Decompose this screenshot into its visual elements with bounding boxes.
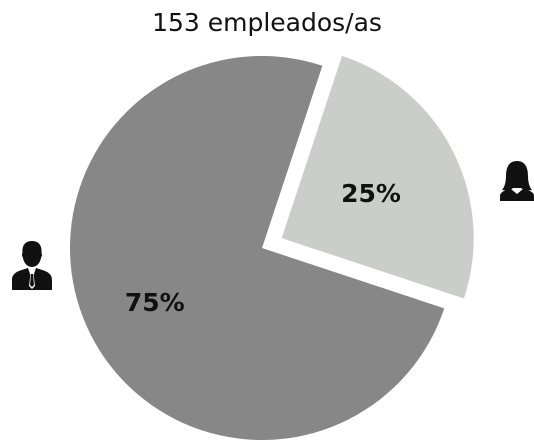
man-icon: [12, 241, 52, 290]
pie-slice-75: [70, 56, 445, 441]
pie-slice-25: [281, 55, 474, 299]
slice-label-25: 25%: [341, 179, 401, 208]
chart-title: 153 empleados/as: [152, 8, 382, 37]
woman-icon: [500, 161, 534, 201]
slice-label-75: 75%: [125, 288, 185, 317]
